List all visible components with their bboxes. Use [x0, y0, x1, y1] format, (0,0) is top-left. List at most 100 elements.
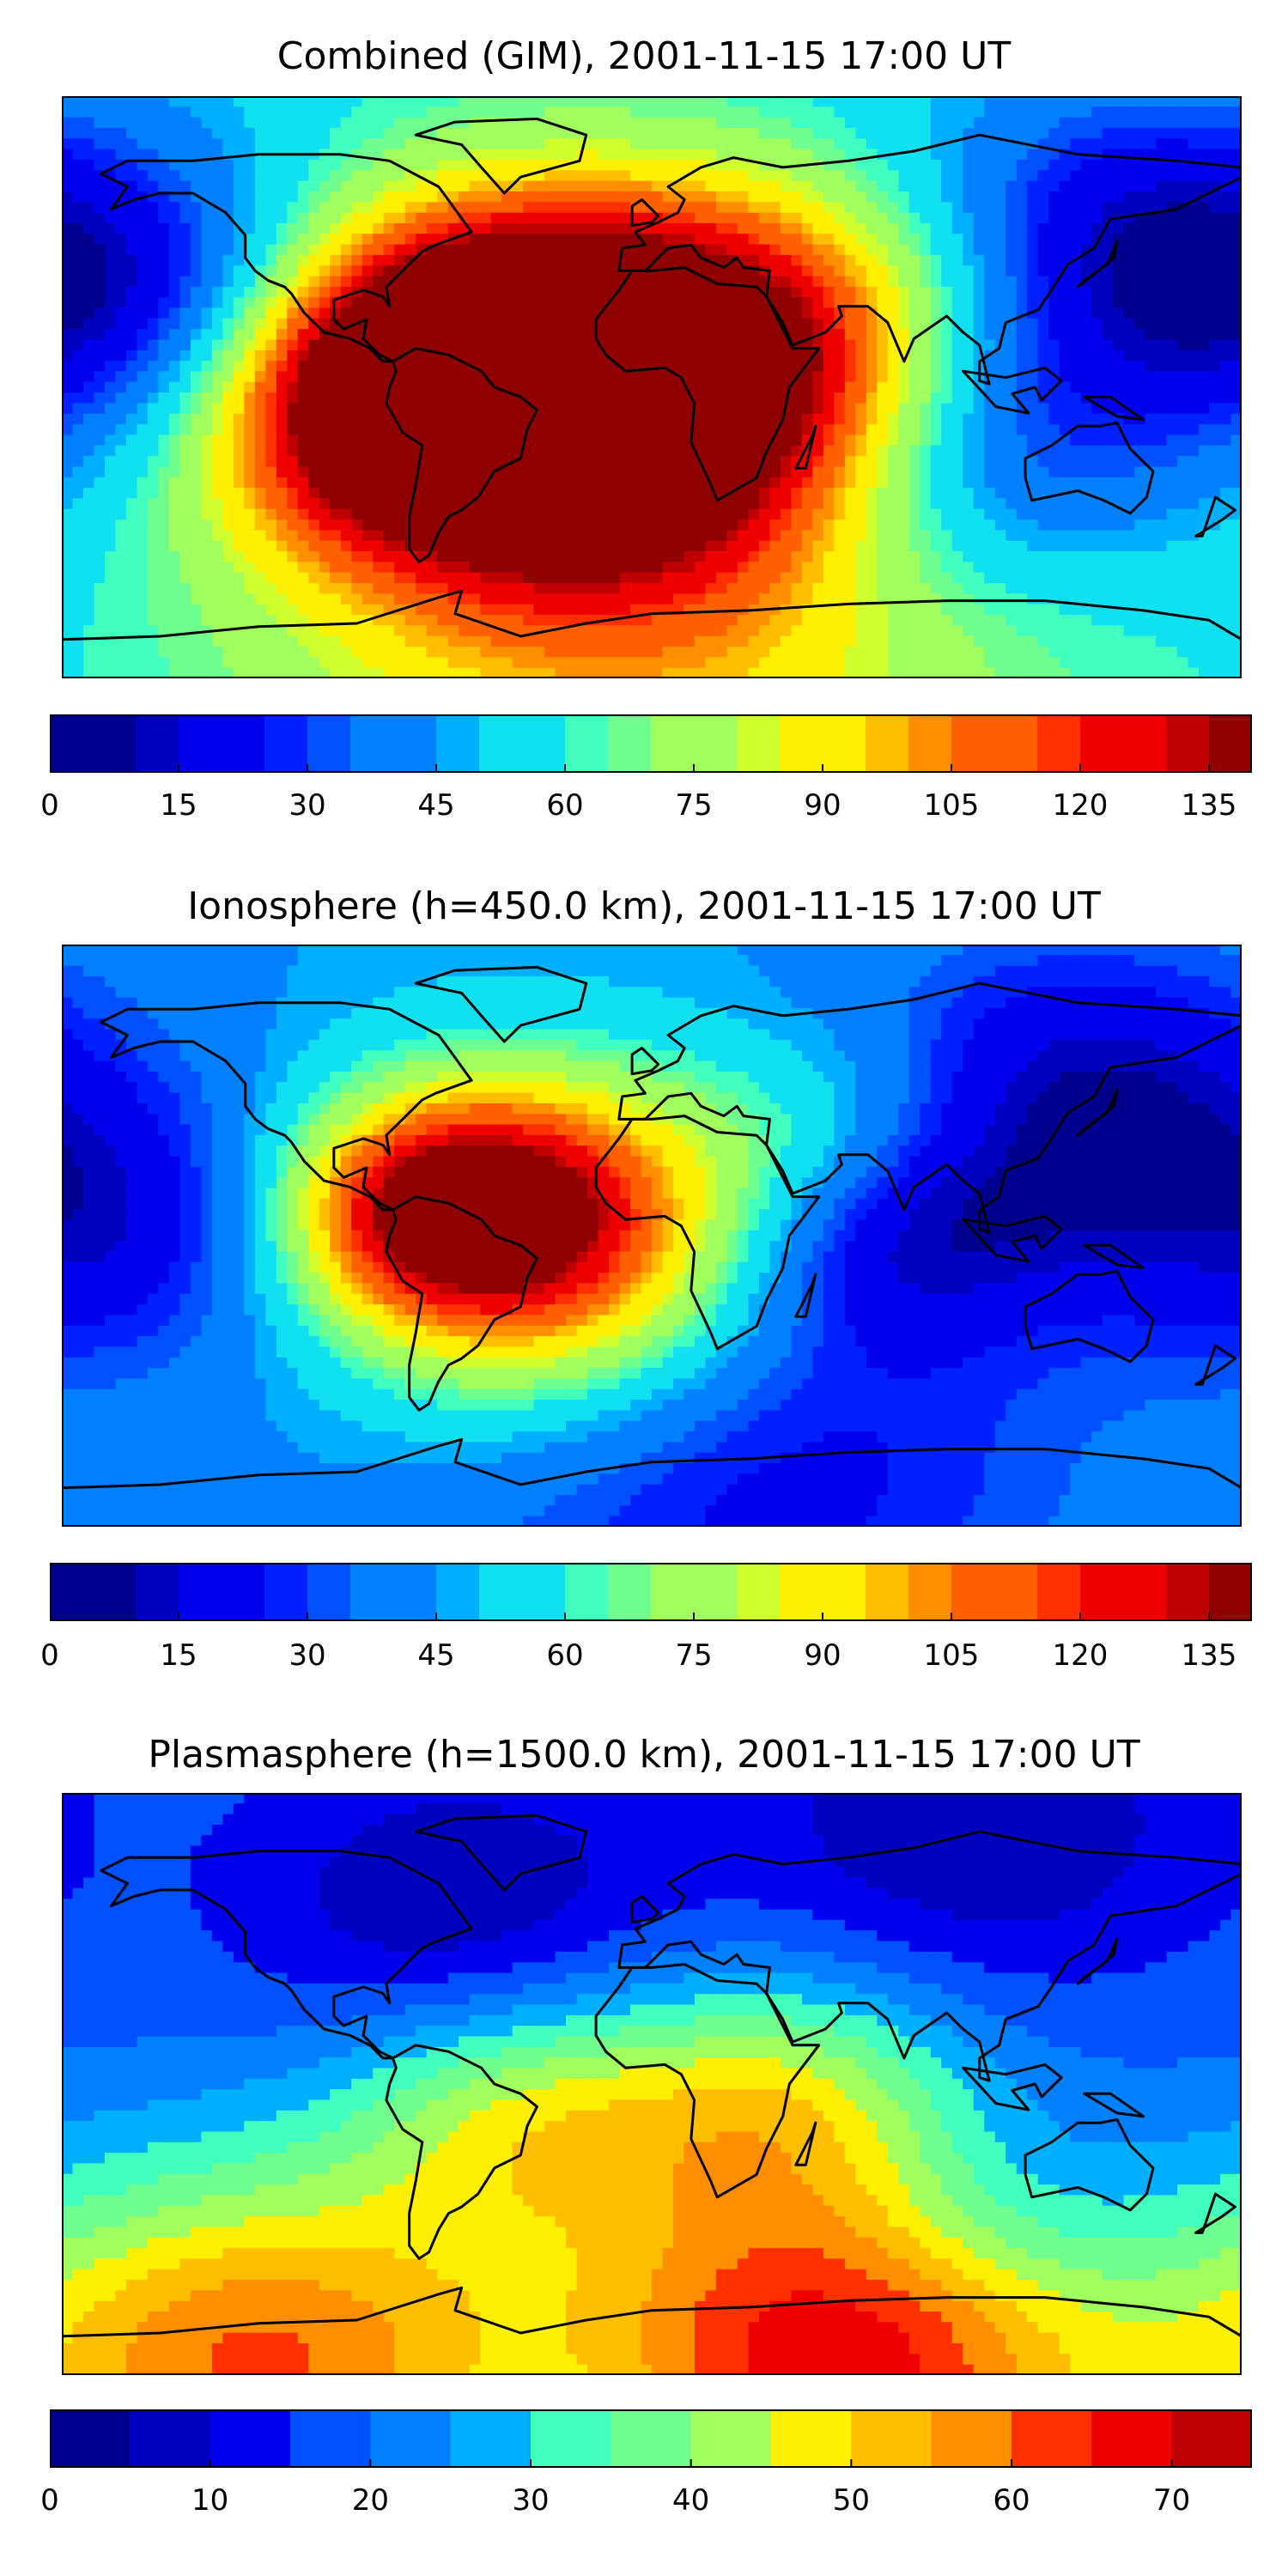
heatmap-cell [211, 307, 223, 319]
heatmap-cell [211, 276, 223, 288]
heatmap-cell [1123, 180, 1135, 192]
heatmap-cell [211, 424, 223, 436]
heatmap-cell [437, 212, 449, 224]
heatmap-cell [866, 234, 878, 246]
heatmap-cell [168, 222, 180, 234]
heatmap-cell [158, 254, 170, 266]
heatmap-cell [555, 508, 567, 520]
heatmap-cell [330, 551, 342, 562]
heatmap-cell [125, 508, 138, 520]
heatmap-cell [726, 318, 738, 330]
heatmap-cell [426, 498, 438, 510]
heatmap-cell [1027, 434, 1039, 447]
heatmap-cell [1102, 519, 1114, 532]
heatmap-cell [672, 403, 685, 415]
heatmap-cell [459, 244, 471, 256]
heatmap-cell [1027, 349, 1039, 361]
heatmap-cell [104, 212, 117, 224]
heatmap-cell [705, 138, 717, 150]
heatmap-cell [404, 138, 416, 150]
heatmap-cell [1188, 381, 1200, 393]
heatmap-cell [308, 339, 320, 351]
heatmap-cell [137, 212, 149, 224]
heatmap-cell [94, 445, 106, 457]
heatmap-cell [233, 159, 245, 171]
heatmap-cell [652, 530, 664, 542]
heatmap-cell [791, 149, 803, 161]
heatmap-cell [330, 222, 342, 234]
heatmap-cell [1070, 170, 1082, 182]
heatmap-cell [951, 170, 963, 182]
heatmap-cell [1080, 349, 1092, 361]
heatmap-cell [168, 329, 180, 341]
heatmap-cell [609, 117, 621, 129]
heatmap-cell [566, 318, 578, 330]
heatmap-cell [1113, 138, 1125, 150]
heatmap-cell [1166, 191, 1178, 203]
heatmap-cell [1005, 96, 1018, 107]
heatmap-cell [533, 234, 545, 246]
heatmap-cell [609, 286, 621, 298]
heatmap-cell [1188, 318, 1200, 330]
heatmap-cell [469, 572, 481, 584]
heatmap-cell [748, 297, 760, 309]
heatmap-cell [351, 445, 363, 457]
heatmap-cell [1220, 202, 1232, 214]
heatmap-cell [244, 244, 256, 256]
heatmap-cell [1005, 540, 1018, 552]
heatmap-cell [351, 222, 363, 234]
heatmap-cell [920, 170, 932, 182]
heatmap-cell [544, 456, 556, 468]
heatmap-cell [351, 562, 363, 574]
heatmap-cell [769, 329, 781, 341]
heatmap-cell [662, 307, 674, 319]
heatmap-cell [920, 498, 932, 510]
heatmap-cell [265, 456, 277, 468]
heatmap-cell [469, 392, 481, 404]
heatmap-cell [222, 254, 234, 266]
heatmap-cell [523, 276, 535, 288]
heatmap-cell [1177, 191, 1189, 203]
heatmap-cell [1080, 265, 1092, 277]
heatmap-cell [211, 349, 223, 361]
heatmap-cell [758, 202, 770, 214]
heatmap-cell [994, 413, 1006, 425]
heatmap-cell [1134, 159, 1146, 171]
heatmap-cell [416, 106, 428, 118]
heatmap-cell [373, 371, 385, 383]
heatmap-cell [737, 244, 750, 256]
heatmap-cell [963, 297, 975, 309]
heatmap-cell [758, 180, 770, 192]
heatmap-cell [652, 488, 664, 500]
heatmap-cell [1209, 403, 1221, 415]
heatmap-cell [147, 170, 160, 182]
heatmap-cell [72, 244, 84, 256]
heatmap-cell [1220, 276, 1232, 288]
heatmap-cell [1199, 318, 1211, 330]
heatmap-cell [1199, 222, 1211, 234]
heatmap-cell [641, 349, 653, 361]
heatmap-cell [501, 339, 513, 351]
heatmap-cell [672, 159, 685, 171]
heatmap-cell [319, 244, 331, 256]
heatmap-cell [1188, 519, 1200, 532]
heatmap-cell [844, 508, 856, 520]
heatmap-cell [1037, 96, 1049, 107]
heatmap-cell [791, 106, 803, 118]
heatmap-cell [641, 508, 653, 520]
heatmap-cell [1166, 222, 1178, 234]
heatmap-cell [211, 413, 223, 425]
heatmap-cell [1209, 361, 1221, 373]
heatmap-cell [791, 244, 803, 256]
heatmap-cell [1080, 434, 1092, 447]
heatmap-cell [941, 127, 953, 139]
heatmap-cell [1145, 519, 1157, 532]
heatmap-cell [544, 477, 556, 489]
heatmap-cell [1145, 106, 1157, 118]
heatmap-cell [168, 572, 180, 584]
heatmap-cell [523, 265, 535, 277]
heatmap-cell [244, 445, 256, 457]
heatmap-cell [758, 498, 770, 510]
heatmap-cell [694, 297, 707, 309]
heatmap-cell [1220, 403, 1232, 415]
